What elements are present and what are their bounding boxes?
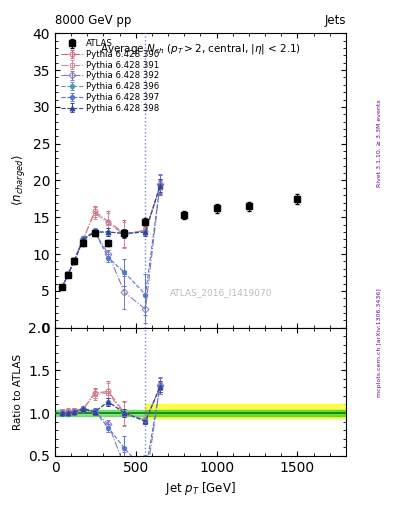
Text: mcplots.cern.ch [arXiv:1306.3436]: mcplots.cern.ch [arXiv:1306.3436]: [377, 289, 382, 397]
Y-axis label: $\langle n_{charged} \rangle$: $\langle n_{charged} \rangle$: [10, 155, 27, 206]
Text: ATLAS_2016_I1419070: ATLAS_2016_I1419070: [169, 288, 272, 297]
Text: Rivet 3.1.10, ≥ 3.3M events: Rivet 3.1.10, ≥ 3.3M events: [377, 99, 382, 187]
Y-axis label: Ratio to ATLAS: Ratio to ATLAS: [13, 354, 23, 430]
Legend: ATLAS, Pythia 6.428 390, Pythia 6.428 391, Pythia 6.428 392, Pythia 6.428 396, P: ATLAS, Pythia 6.428 390, Pythia 6.428 39…: [58, 36, 163, 116]
X-axis label: Jet $p_T$ [GeV]: Jet $p_T$ [GeV]: [165, 480, 236, 497]
Bar: [145, 411, 346, 416]
Text: Jets: Jets: [324, 14, 346, 27]
Text: Average $N_{ch}$ ($p_T$$>$2, central, $|\eta|$ < 2.1): Average $N_{ch}$ ($p_T$$>$2, central, $|…: [100, 42, 301, 56]
Bar: [145, 404, 346, 418]
Bar: [55, 411, 346, 416]
Text: 8000 GeV pp: 8000 GeV pp: [55, 14, 131, 27]
